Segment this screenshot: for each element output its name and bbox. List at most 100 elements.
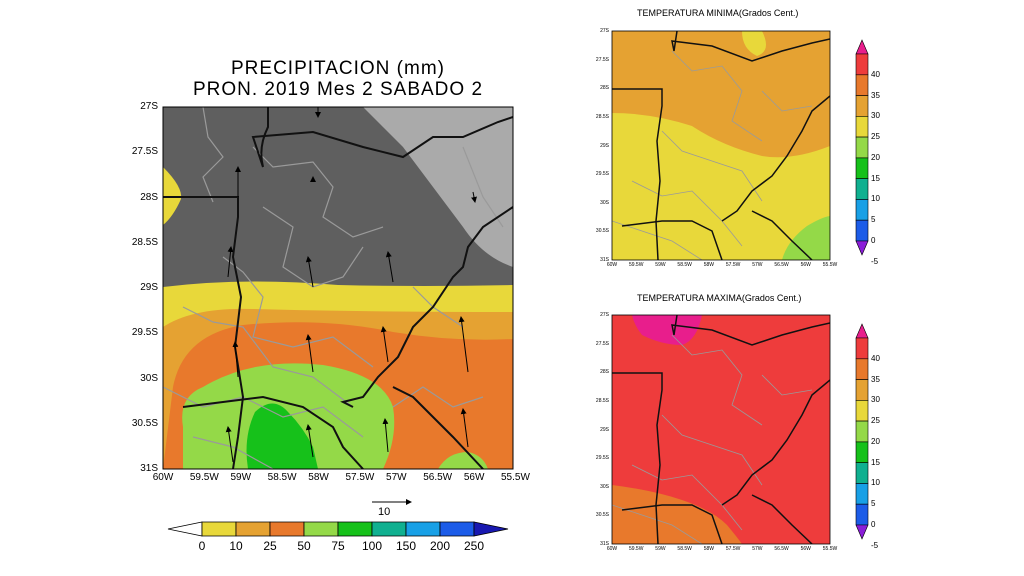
max-temp-colorbar bbox=[855, 323, 869, 540]
lon-tick-label: 59W bbox=[655, 546, 666, 552]
lon-tick-label: 60W bbox=[152, 472, 174, 483]
min-temp-country-borders bbox=[612, 31, 830, 260]
colorbar-label: 100 bbox=[361, 539, 383, 553]
colorbar-label: 5 bbox=[871, 499, 876, 509]
lat-tick-label: 27.5S bbox=[595, 340, 609, 347]
lon-tick-label: 58W bbox=[703, 262, 715, 268]
lat-tick-label: 28.5S bbox=[595, 113, 609, 120]
department-boundaries bbox=[163, 107, 504, 469]
lat-tick-label: 29S bbox=[600, 142, 609, 149]
colorbar-segment bbox=[855, 400, 869, 422]
precip-field-light-gray bbox=[363, 107, 513, 267]
colorbar-segment bbox=[855, 136, 869, 159]
colorbar-label: 30 bbox=[871, 111, 880, 121]
colorbar-segment bbox=[269, 521, 305, 537]
lon-tick-label: 58.5W bbox=[267, 472, 297, 483]
lat-tick-label: 30S bbox=[600, 483, 609, 490]
colorbar-label: 35 bbox=[871, 374, 880, 384]
precip-colorbar bbox=[167, 521, 509, 537]
colorbar-segment bbox=[855, 323, 869, 339]
colorbar-segment bbox=[855, 74, 869, 96]
lat-tick-label: 30.5S bbox=[595, 512, 609, 519]
lon-tick-label: 55.5W bbox=[822, 546, 838, 552]
colorbar-segment bbox=[855, 95, 869, 117]
min-temp-colorbar bbox=[855, 39, 869, 256]
colorbar-segment bbox=[167, 521, 203, 537]
lon-tick-label: 60W bbox=[606, 546, 618, 552]
lon-tick-label: 59.5W bbox=[189, 472, 219, 483]
precip-title-line2: PRON. 2019 Mes 2 SABADO 2 bbox=[192, 79, 484, 100]
lon-tick-label: 57.5W bbox=[345, 472, 375, 483]
colorbar-segment bbox=[337, 521, 373, 537]
max-temp-title: TEMPERATURA MAXIMA(Grados Cent.) bbox=[637, 293, 802, 303]
colorbar-segment bbox=[855, 379, 869, 401]
colorbar-label: 10 bbox=[229, 539, 243, 553]
colorbar-segment bbox=[855, 116, 869, 138]
wind-vectors bbox=[225, 107, 477, 463]
colorbar-label: 10 bbox=[871, 478, 880, 488]
precip-field-light-green-east bbox=[438, 452, 488, 469]
lon-tick-label: 59.5W bbox=[628, 546, 644, 552]
lon-tick-label: 57W bbox=[752, 546, 763, 552]
colorbar-label: 200 bbox=[429, 539, 451, 553]
lat-tick-label: 28S bbox=[140, 191, 158, 203]
colorbar-label: 25 bbox=[871, 416, 880, 426]
lat-tick-label: 29S bbox=[140, 282, 158, 293]
colorbar-label: 40 bbox=[871, 353, 880, 363]
colorbar-label: 20 bbox=[871, 152, 880, 162]
colorbar-segment bbox=[855, 524, 869, 540]
precip-title-line1: PRECIPITACION (mm) bbox=[231, 58, 445, 79]
colorbar-segment bbox=[855, 337, 869, 360]
lon-tick-label: 56.5W bbox=[774, 546, 789, 552]
lon-tick-label: 58W bbox=[703, 546, 715, 552]
colorbar-label: 15 bbox=[871, 173, 880, 183]
lon-tick-label: 58W bbox=[308, 472, 329, 483]
lat-tick-label: 31S bbox=[140, 463, 158, 474]
lon-tick-label: 59.5W bbox=[628, 262, 644, 268]
reference-vector-label: 10 bbox=[378, 506, 391, 518]
lon-tick-label: 59W bbox=[230, 472, 252, 483]
lon-tick-label: 58.5W bbox=[677, 546, 692, 552]
colorbar-segment bbox=[439, 521, 475, 537]
max-temp-field-orange bbox=[612, 485, 742, 544]
colorbar-label: 0 bbox=[871, 236, 876, 245]
lat-tick-label: 30S bbox=[140, 372, 158, 384]
colorbar-segment bbox=[303, 521, 339, 537]
lon-tick-label: 56W bbox=[800, 262, 811, 268]
colorbar-label: 250 bbox=[463, 539, 485, 553]
lon-tick-label: 56.5W bbox=[423, 472, 453, 483]
colorbar-segment bbox=[473, 521, 509, 537]
colorbar-label: 20 bbox=[871, 436, 880, 446]
lat-tick-label: 27.5S bbox=[131, 146, 158, 158]
colorbar-label: 40 bbox=[871, 69, 880, 79]
colorbar-segment bbox=[855, 199, 869, 221]
lat-tick-label: 27.5S bbox=[595, 56, 609, 63]
lon-tick-label: 57W bbox=[386, 472, 407, 483]
lat-tick-label: 29.5S bbox=[131, 327, 158, 339]
max-temp-field-magenta bbox=[632, 315, 702, 345]
colorbar-segment bbox=[855, 53, 869, 76]
country-borders bbox=[163, 107, 513, 469]
lat-tick-label: 31S bbox=[600, 541, 609, 547]
colorbar-label: 25 bbox=[871, 132, 880, 142]
colorbar-segment bbox=[855, 157, 869, 179]
colorbar-segment bbox=[855, 483, 869, 505]
lon-tick-label: 59W bbox=[655, 262, 666, 268]
lon-tick-label: 56.5W bbox=[774, 262, 789, 268]
colorbar-label: -5 bbox=[871, 256, 879, 266]
colorbar-segment bbox=[855, 178, 869, 200]
colorbar-segment bbox=[855, 39, 869, 55]
colorbar-segment bbox=[855, 358, 869, 380]
colorbar-segment bbox=[855, 240, 869, 256]
lat-tick-label: 29S bbox=[600, 426, 609, 433]
colorbar-segment bbox=[201, 521, 237, 537]
lat-tick-label: 28S bbox=[600, 85, 609, 92]
colorbar-label: 150 bbox=[395, 539, 417, 553]
colorbar-label: 0 bbox=[871, 520, 876, 529]
colorbar-segment bbox=[371, 521, 407, 537]
colorbar-label: 10 bbox=[871, 194, 880, 204]
lon-tick-label: 57.5W bbox=[725, 262, 741, 268]
lon-tick-label: 55.5W bbox=[501, 472, 530, 483]
colorbar-segment bbox=[855, 503, 869, 526]
lat-tick-label: 29.5S bbox=[595, 455, 609, 462]
